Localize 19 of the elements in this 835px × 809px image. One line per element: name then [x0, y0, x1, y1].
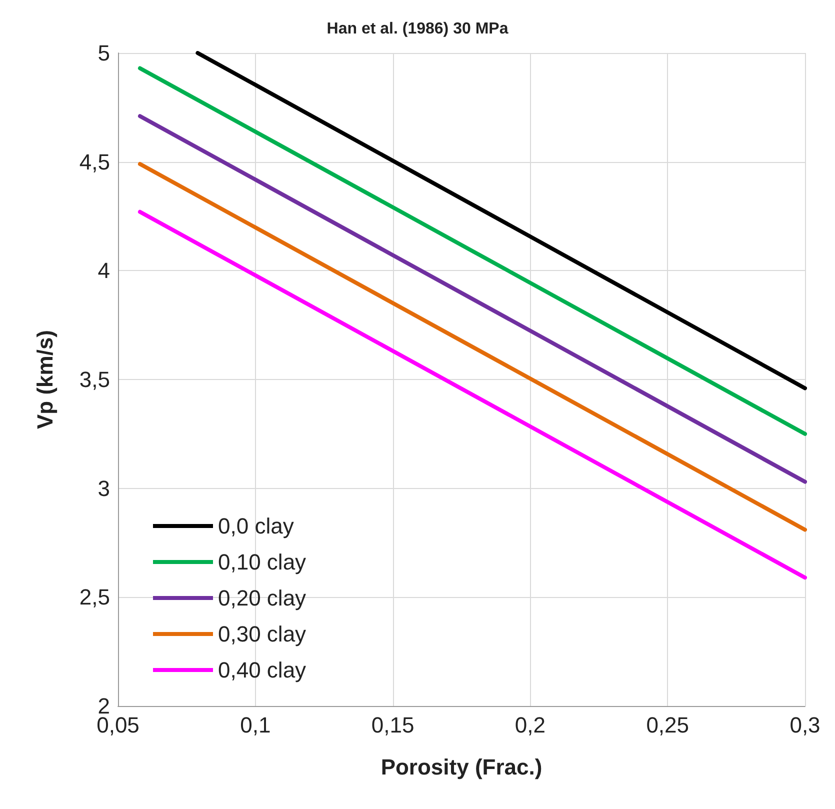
x-tick-label: 0,2 — [514, 712, 546, 738]
legend-label: 0,0 clay — [218, 514, 294, 538]
y-tick-label: 3,5 — [79, 367, 110, 392]
chart-title: Han et al. (1986) 30 MPa — [326, 20, 508, 38]
x-tick-label: 0,15 — [371, 712, 414, 738]
x-axis-title: Porosity (Frac.) — [380, 754, 542, 780]
y-axis-title: Vp (km/s) — [32, 330, 58, 430]
x-tick-label: 0,25 — [646, 712, 690, 738]
y-tick-label: 4,5 — [79, 149, 110, 174]
y-tick-label: 5 — [98, 40, 110, 66]
x-tick-label: 0,1 — [240, 712, 271, 738]
y-tick-label: 4 — [98, 258, 110, 284]
legend-label: 0,20 clay — [218, 586, 306, 610]
y-tick-label: 2,5 — [79, 584, 110, 610]
legend-label: 0,40 clay — [218, 658, 306, 682]
x-tick-label: 0,3 — [790, 712, 820, 738]
legend-label: 0,30 clay — [218, 622, 306, 646]
legend-label: 0,10 clay — [218, 550, 306, 574]
y-tick-label: 3 — [98, 476, 110, 501]
